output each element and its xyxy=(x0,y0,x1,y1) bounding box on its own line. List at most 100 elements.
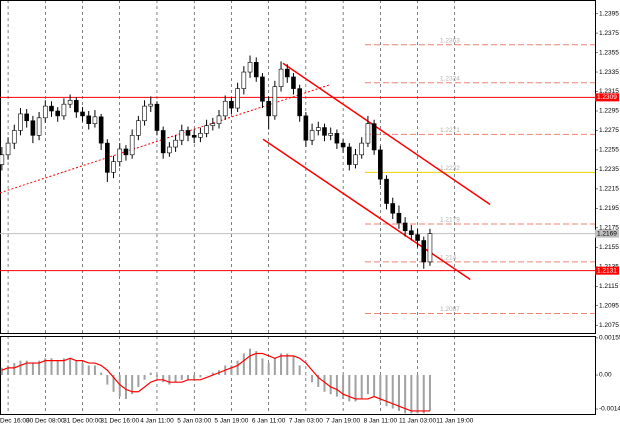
candle-body xyxy=(11,130,17,144)
histogram-bar xyxy=(93,365,96,376)
fib-label: 1.214 xyxy=(440,255,457,262)
candle-body xyxy=(272,86,278,117)
trend-line xyxy=(282,62,491,206)
fib-label: 1.2324 xyxy=(440,75,460,82)
y-tick-label: 1.2375 xyxy=(599,30,619,37)
histogram-bar xyxy=(69,358,72,376)
candle-body xyxy=(98,116,104,144)
candle-body xyxy=(210,123,216,126)
candle-body xyxy=(396,212,402,224)
candle-body xyxy=(222,100,228,117)
level-tag xyxy=(595,93,619,102)
x-tick-label: 7 Jan 19:00 xyxy=(326,418,360,425)
histogram-bar xyxy=(50,358,53,376)
candle-body xyxy=(191,135,197,138)
x-tick-label: 6 Jan 11:00 xyxy=(252,418,286,425)
histogram-bar xyxy=(13,363,16,376)
histogram-bar xyxy=(323,375,326,392)
candle-body xyxy=(129,135,135,156)
y-tick-label: 1.2095 xyxy=(599,302,619,309)
candle-body xyxy=(86,115,92,124)
level-tag xyxy=(595,266,619,275)
candle-body xyxy=(185,130,191,136)
candle-body xyxy=(18,113,23,131)
y-tick-label: 1.2155 xyxy=(599,244,619,251)
histogram-bar xyxy=(379,375,382,402)
candle-body xyxy=(136,120,141,136)
histogram-bar xyxy=(180,375,183,380)
candle-body xyxy=(111,161,116,173)
candle-body xyxy=(253,62,259,78)
candle-body xyxy=(55,110,61,117)
candle-body xyxy=(241,71,247,89)
histogram-bar xyxy=(366,375,369,395)
candle-body xyxy=(347,146,352,165)
histogram-bar xyxy=(286,353,289,376)
candle-body xyxy=(297,88,302,117)
histogram-bar xyxy=(311,375,314,383)
candle-body xyxy=(67,99,73,105)
candle-body xyxy=(80,111,85,117)
candle-body xyxy=(0,154,5,165)
histogram-bar xyxy=(416,375,419,414)
histogram-bar xyxy=(31,363,34,376)
candle-body xyxy=(148,103,154,107)
y-tick-label: 1.2335 xyxy=(599,69,619,76)
histogram-bar xyxy=(0,367,3,376)
candle-body xyxy=(353,154,358,165)
histogram-bar xyxy=(422,375,425,414)
candle-body xyxy=(36,117,42,136)
current-price-tag xyxy=(595,229,619,238)
histogram-bar xyxy=(242,353,245,376)
price-panel xyxy=(0,0,596,334)
histogram-bar xyxy=(118,375,121,397)
candle-body xyxy=(229,100,234,109)
histogram-bar xyxy=(317,375,320,387)
y-tick-label: 1.2295 xyxy=(599,108,619,115)
histogram-bar xyxy=(25,360,28,376)
x-tick-label: 31 Dec 16:00 xyxy=(100,418,139,425)
indicator-tick-label: 0.00 xyxy=(599,372,612,379)
histogram-bar xyxy=(255,351,258,376)
candle-body xyxy=(278,68,284,87)
histogram-bar xyxy=(81,363,84,376)
candle-body xyxy=(266,100,271,117)
histogram-bar xyxy=(56,360,59,376)
histogram-bar xyxy=(186,375,189,380)
histogram-bar xyxy=(354,375,357,402)
candle-body xyxy=(322,127,327,136)
candle-body xyxy=(247,62,253,73)
candle-body xyxy=(315,127,321,131)
candle-body xyxy=(49,105,54,112)
histogram-bar xyxy=(38,360,41,376)
histogram-bar xyxy=(155,375,158,378)
candle-body xyxy=(284,68,290,78)
candle-body xyxy=(378,149,383,180)
histogram-bar xyxy=(19,360,22,376)
x-tick-label: 31 Dec 00:00 xyxy=(63,418,102,425)
x-tick-label: 8 Jan 11:00 xyxy=(364,418,398,425)
candle-body xyxy=(30,120,36,136)
histogram-bar xyxy=(143,375,146,380)
histogram-bar xyxy=(329,375,332,395)
fib-label: 1.2363 xyxy=(440,38,460,45)
histogram-bar xyxy=(348,375,351,402)
x-tick-label: 4 Jan 11:00 xyxy=(140,418,174,425)
y-tick-label: 1.2275 xyxy=(599,127,619,134)
candle-body xyxy=(5,142,11,156)
histogram-bar xyxy=(373,375,376,397)
current-price-label: 1.2169 xyxy=(597,230,617,237)
candle-body xyxy=(303,115,309,141)
level-label: 1.2131 xyxy=(597,267,617,274)
histogram-bar xyxy=(342,375,345,399)
histogram-bar xyxy=(168,375,171,385)
indicator-tick-label: -0.00142 xyxy=(599,406,620,413)
y-tick-label: 1.2255 xyxy=(599,147,619,154)
candle-body xyxy=(61,103,67,117)
candle-body xyxy=(154,103,160,131)
candle-body xyxy=(117,148,123,162)
candle-body xyxy=(309,130,315,141)
histogram-bar xyxy=(75,360,78,376)
histogram-bar xyxy=(236,360,239,376)
